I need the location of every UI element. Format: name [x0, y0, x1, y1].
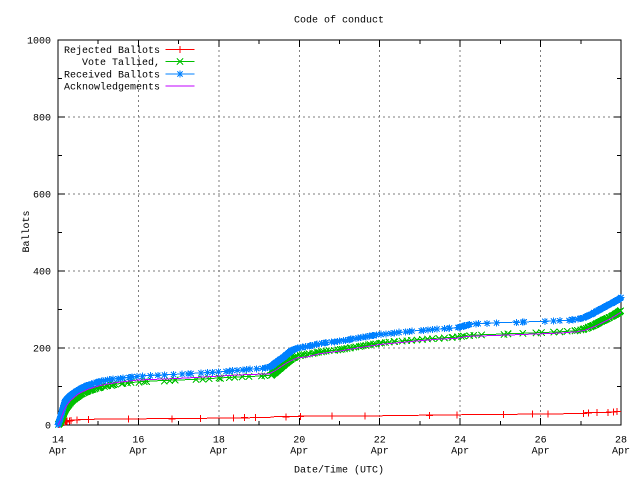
svg-text:Vote Tallied,: Vote Tallied, [82, 57, 160, 69]
svg-text:Received Ballots: Received Ballots [64, 69, 160, 81]
svg-text:Date/Time (UTC): Date/Time (UTC) [294, 465, 384, 477]
svg-text:1000: 1000 [27, 37, 51, 48]
svg-text:26: 26 [535, 436, 547, 447]
svg-text:Apr: Apr [49, 447, 67, 458]
svg-text:Code of conduct: Code of conduct [294, 15, 384, 27]
svg-text:0: 0 [45, 422, 51, 433]
svg-text:Rejected Ballots: Rejected Ballots [64, 45, 160, 57]
svg-text:16: 16 [132, 436, 144, 447]
svg-text:20: 20 [293, 436, 305, 447]
svg-text:24: 24 [454, 436, 466, 447]
svg-text:200: 200 [33, 345, 51, 356]
svg-text:Apr: Apr [210, 447, 228, 458]
svg-text:Ballots: Ballots [21, 210, 33, 252]
svg-text:400: 400 [33, 268, 51, 279]
svg-text:28: 28 [615, 436, 627, 447]
svg-text:Apr: Apr [290, 447, 308, 458]
svg-text:22: 22 [374, 436, 386, 447]
svg-text:Acknowledgements: Acknowledgements [64, 82, 160, 94]
svg-text:Apr: Apr [371, 447, 389, 458]
svg-text:Apr: Apr [451, 447, 469, 458]
svg-text:800: 800 [33, 114, 51, 125]
svg-text:18: 18 [213, 436, 225, 447]
svg-text:14: 14 [52, 436, 64, 447]
svg-text:Apr: Apr [129, 447, 147, 458]
svg-text:Apr: Apr [532, 447, 550, 458]
svg-text:Apr: Apr [612, 447, 630, 458]
svg-text:600: 600 [33, 191, 51, 202]
